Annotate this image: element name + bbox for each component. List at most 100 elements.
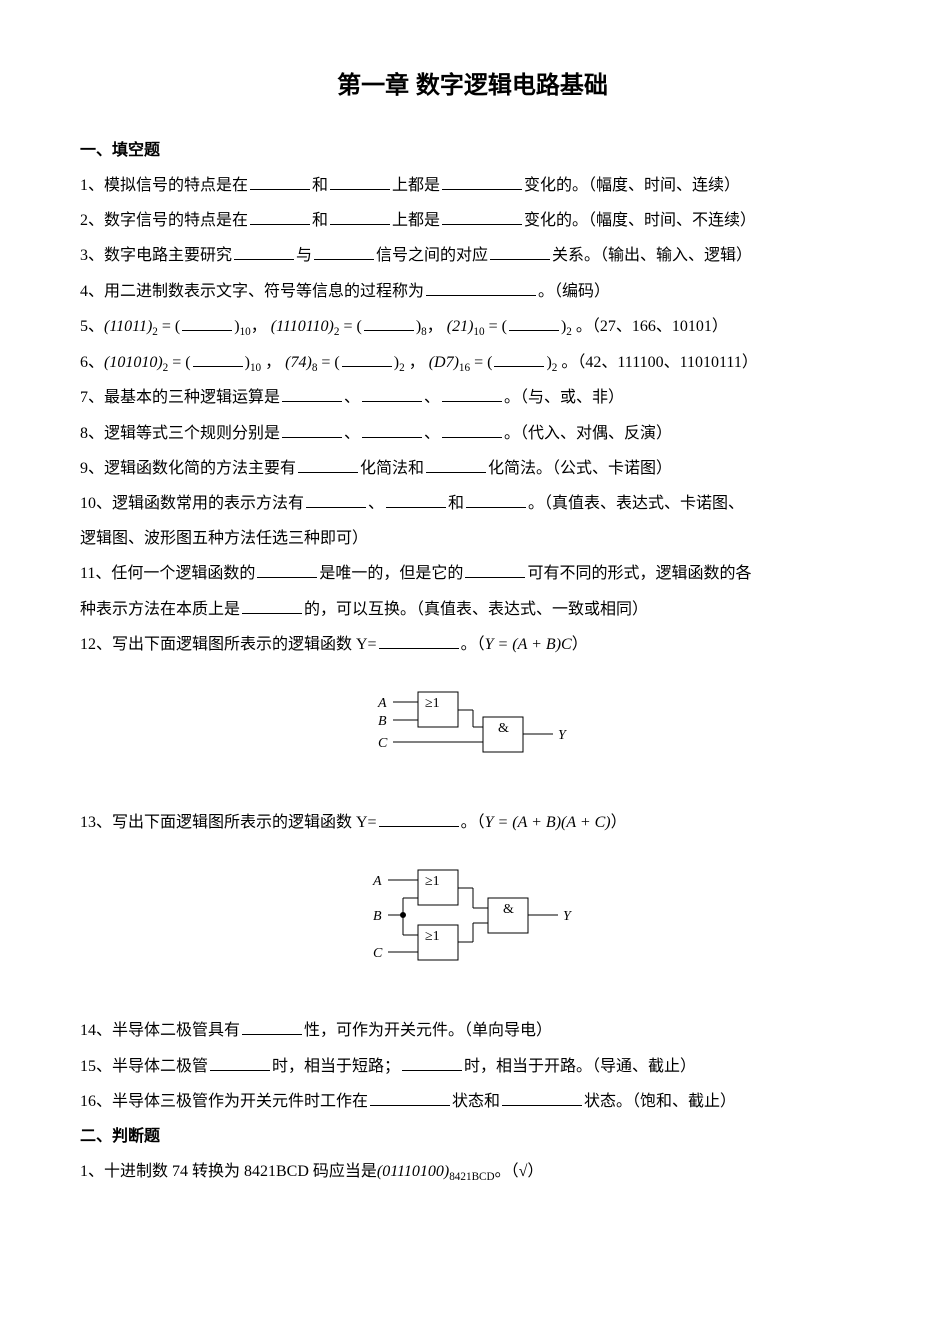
j1-sub: 8421BCD bbox=[449, 1171, 494, 1183]
q5-pre: 5、 bbox=[80, 318, 104, 335]
question-12: 12、写出下面逻辑图所表示的逻辑函数 Y=。（Y = (A + B)C） bbox=[80, 627, 865, 662]
judge-1: 1、十进制数 74 转换为 8421BCD 码应当是(01110100)8421… bbox=[80, 1154, 865, 1190]
blank bbox=[426, 456, 486, 473]
question-11: 11、任何一个逻辑函数的 是唯一的，但是它的 可有不同的形式，逻辑函数的各 种表示方… bbox=[80, 556, 865, 626]
q5-bsub: 10 bbox=[240, 326, 251, 338]
q11-mid2: 可有不同的形式，逻辑函数的各 bbox=[527, 565, 751, 582]
blank bbox=[210, 1054, 270, 1071]
blank bbox=[306, 491, 366, 508]
blank bbox=[364, 314, 414, 331]
blank bbox=[362, 421, 422, 438]
q11-line2a: 种表示方法在本质上是 bbox=[80, 601, 240, 618]
blank bbox=[509, 314, 559, 331]
q15-mid1: 时，相当于短路； bbox=[272, 1058, 400, 1075]
q11-pre: 11、任何一个逻辑函数的 bbox=[80, 565, 255, 582]
q10-s2: 和 bbox=[448, 495, 464, 512]
j1-post: 。（√） bbox=[495, 1163, 544, 1180]
q2-mid1: 和 bbox=[312, 212, 328, 229]
q10-s1: 、 bbox=[368, 495, 384, 512]
q1-text: 1、模拟信号的特点是在 bbox=[80, 177, 248, 194]
q11-line2b: 的，可以互换。（真值表、表达式、一致或相同） bbox=[304, 601, 648, 618]
or-gate-1-label: ≥1 bbox=[425, 874, 440, 889]
q7-s1: 、 bbox=[344, 389, 360, 406]
label-C: C bbox=[373, 946, 383, 961]
q3-post: 关系。（输出、输入、逻辑） bbox=[552, 247, 752, 264]
q11-mid1: 是唯一的，但是它的 bbox=[319, 565, 463, 582]
q8-s1: 、 bbox=[344, 425, 360, 442]
q6-bsub: 10 bbox=[250, 362, 261, 374]
q13-close: ） bbox=[611, 814, 627, 831]
blank bbox=[442, 208, 522, 225]
blank bbox=[314, 243, 374, 260]
question-14: 14、半导体二极管具有 性，可作为开关元件。（单向导电） bbox=[80, 1013, 865, 1048]
blank bbox=[502, 1089, 582, 1106]
q13-ans: Y = (A + B)(A + C) bbox=[485, 814, 611, 831]
blank bbox=[465, 561, 525, 578]
q5-eq1: = ( bbox=[158, 318, 180, 335]
q3-text: 3、数字电路主要研究 bbox=[80, 247, 232, 264]
q13-post: 。（ bbox=[461, 814, 485, 831]
q9-mid: 化简法和 bbox=[360, 460, 424, 477]
blank bbox=[426, 279, 536, 296]
q6-post: 。（42、111100、11010111） bbox=[557, 354, 757, 371]
j1-pre: 1、十进制数 74 转换为 8421BCD 码应当是 bbox=[80, 1163, 377, 1180]
q12-post: 。（ bbox=[461, 636, 485, 653]
label-Y: Y bbox=[558, 728, 568, 743]
q7-pre: 7、最基本的三种逻辑运算是 bbox=[80, 389, 280, 406]
label-A: A bbox=[372, 874, 382, 889]
question-13: 13、写出下面逻辑图所表示的逻辑函数 Y=。（Y = (A + B)(A + C… bbox=[80, 805, 865, 840]
blank bbox=[379, 632, 459, 649]
q8-pre: 8、逻辑等式三个规则分别是 bbox=[80, 425, 280, 442]
question-2: 2、数字信号的特点是在和上都是变化的。（幅度、时间、不连续） bbox=[80, 203, 865, 238]
blank bbox=[370, 1089, 450, 1106]
q14-pre: 14、半导体二极管具有 bbox=[80, 1022, 240, 1039]
q16-mid: 状态和 bbox=[452, 1093, 500, 1110]
blank bbox=[242, 597, 302, 614]
blank bbox=[466, 491, 526, 508]
and-gate-label: & bbox=[498, 721, 509, 736]
question-15: 15、半导体二极管时，相当于短路；时，相当于开路。（导通、截止） bbox=[80, 1049, 865, 1084]
q14-post: 性，可作为开关元件。（单向导电） bbox=[304, 1022, 552, 1039]
q9-post: 化简法。（公式、卡诺图） bbox=[488, 460, 672, 477]
q5-eq3: = ( bbox=[485, 318, 507, 335]
q15-post: 时，相当于开路。（导通、截止） bbox=[464, 1058, 696, 1075]
and-gate-label: & bbox=[503, 902, 514, 917]
q6-c: (74) bbox=[285, 354, 312, 371]
label-B: B bbox=[378, 714, 387, 729]
q6-mid1: ， bbox=[261, 354, 281, 371]
q10-line2: 逻辑图、波形图五种方法任选三种即可） bbox=[80, 530, 368, 547]
blank bbox=[494, 350, 544, 367]
j1-val: (01110100) bbox=[377, 1163, 449, 1180]
question-3: 3、数字电路主要研究与信号之间的对应关系。（输出、输入、逻辑） bbox=[80, 238, 865, 273]
logic-diagram-12-svg: A B C ≥1 & Y bbox=[363, 682, 583, 772]
q5-a: (11011) bbox=[104, 318, 152, 335]
blank bbox=[490, 243, 550, 260]
q12-close: ） bbox=[572, 636, 588, 653]
question-4: 4、用二进制数表示文字、符号等信息的过程称为。（编码） bbox=[80, 274, 865, 309]
q16-pre: 16、半导体三极管作为开关元件时工作在 bbox=[80, 1093, 368, 1110]
q5-e: (21) bbox=[447, 318, 474, 335]
q6-pre: 6、 bbox=[80, 354, 104, 371]
q4-text: 4、用二进制数表示文字、符号等信息的过程称为 bbox=[80, 283, 424, 300]
q2-mid2: 上都是 bbox=[392, 212, 440, 229]
q6-eq2: = ( bbox=[317, 354, 339, 371]
label-A: A bbox=[377, 696, 387, 711]
q6-e: (D7) bbox=[429, 354, 459, 371]
blank bbox=[193, 350, 243, 367]
blank bbox=[342, 350, 392, 367]
question-5: 5、(11011)2 = ()10， (1110110)2 = ()8， (21… bbox=[80, 309, 865, 345]
logic-diagram-13: A B C ≥1 ≥1 & Y bbox=[80, 860, 865, 993]
question-7: 7、最基本的三种逻辑运算是 、 、 。（与、或、非） bbox=[80, 380, 865, 415]
question-10: 10、逻辑函数常用的表示方法有、和。（真值表、表达式、卡诺图、 逻辑图、波形图五… bbox=[80, 486, 865, 556]
label-B: B bbox=[373, 909, 382, 924]
q5-mid2: ， bbox=[427, 318, 443, 335]
q5-eq2: = ( bbox=[339, 318, 361, 335]
q10-post: 。（真值表、表达式、卡诺图、 bbox=[528, 495, 744, 512]
blank bbox=[182, 314, 232, 331]
question-8: 8、逻辑等式三个规则分别是、、。（代入、对偶、反演） bbox=[80, 416, 865, 451]
q1-post: 变化的。（幅度、时间、连续） bbox=[524, 177, 740, 194]
q2-post: 变化的。（幅度、时间、不连续） bbox=[524, 212, 756, 229]
q7-post: 。（与、或、非） bbox=[504, 389, 624, 406]
q6-mid2: ， bbox=[405, 354, 425, 371]
q7-s2: 、 bbox=[424, 389, 440, 406]
